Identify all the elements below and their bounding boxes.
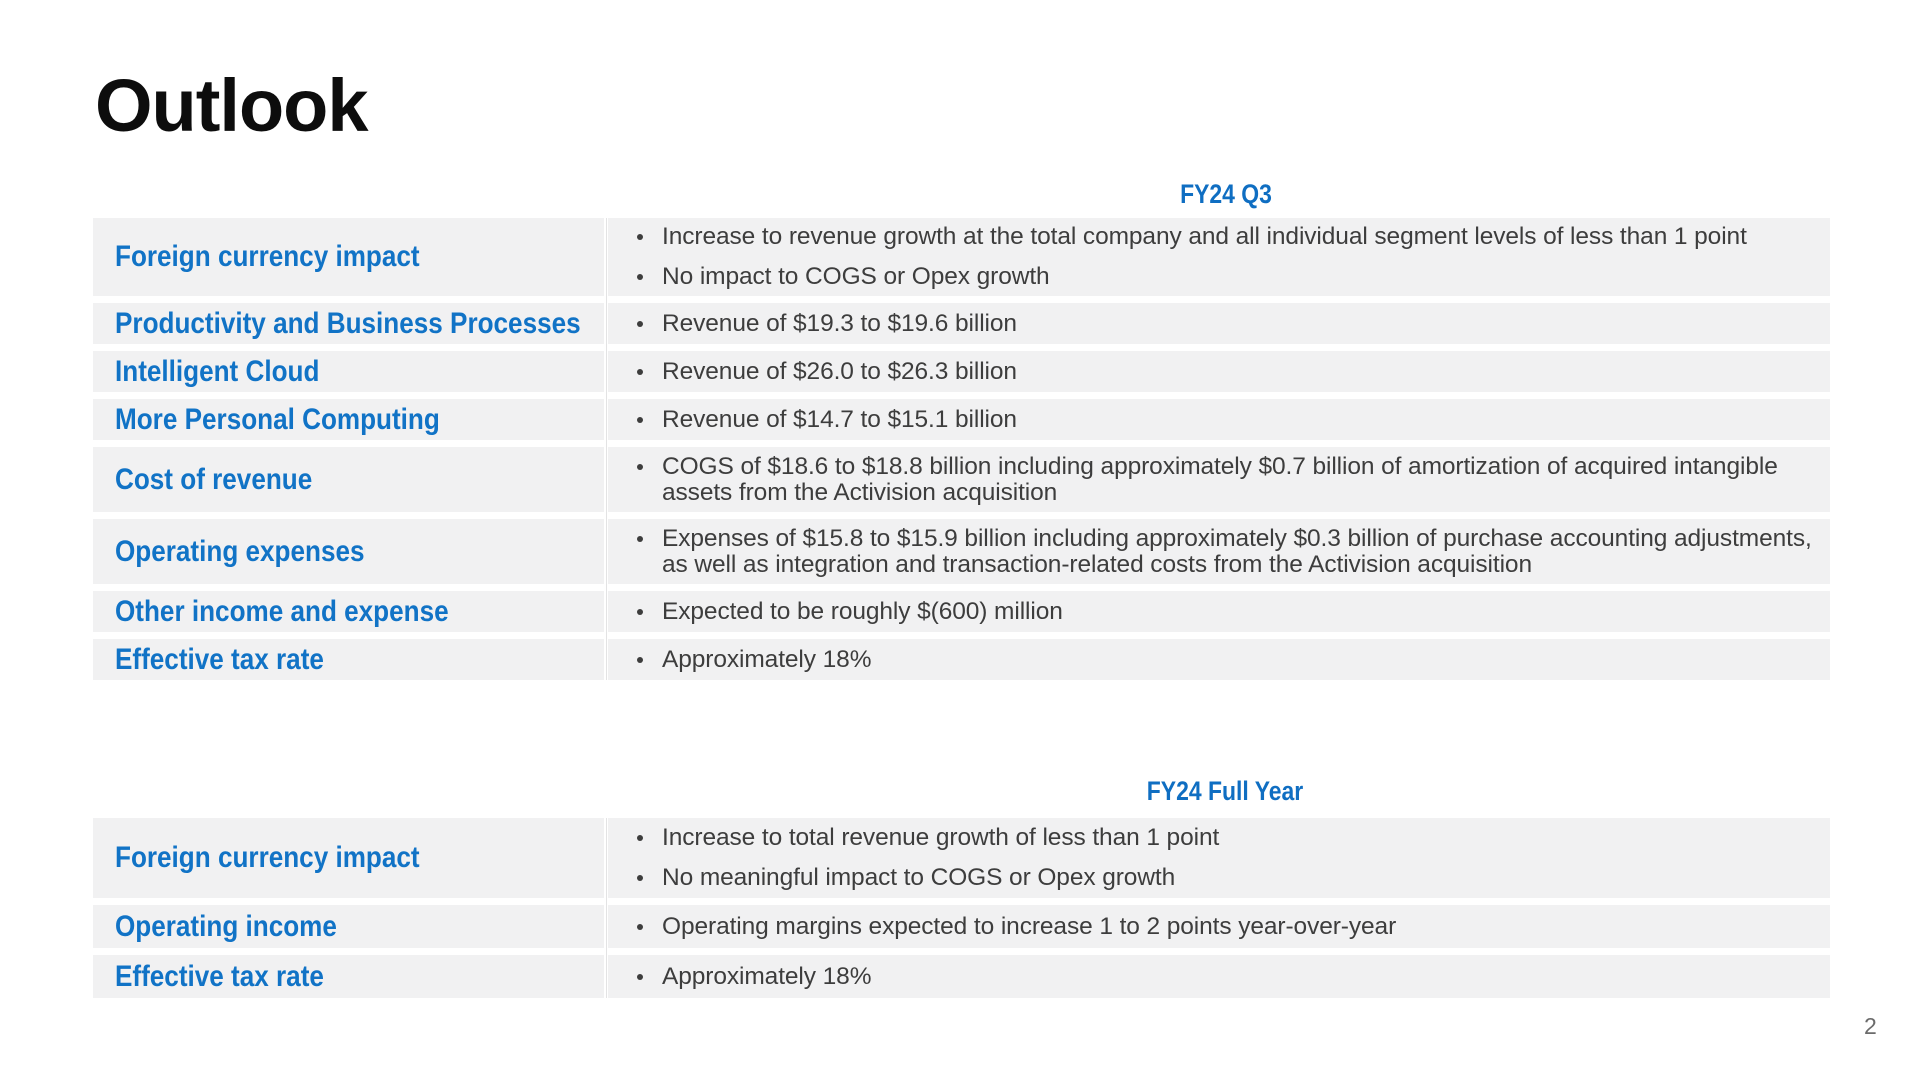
bullet-item: No impact to COGS or Opex growth bbox=[637, 263, 1826, 290]
row-content-cell: Approximately 18% bbox=[608, 639, 1830, 680]
bullet-icon bbox=[637, 416, 643, 423]
bullet-text: Revenue of $14.7 to $15.1 billion bbox=[662, 405, 1017, 433]
bullet-text: Approximately 18% bbox=[662, 645, 872, 673]
row-label-cell: Cost of revenue bbox=[93, 447, 604, 512]
row-label: Foreign currency impact bbox=[115, 240, 420, 273]
bullet-icon bbox=[637, 923, 643, 930]
table-row-intelligent-cloud: Intelligent Cloud Revenue of $26.0 to $2… bbox=[93, 351, 1830, 392]
row-label: Foreign currency impact bbox=[115, 841, 420, 874]
row-label-cell: Foreign currency impact bbox=[93, 818, 604, 898]
outlook-table-fy24-full-year: Foreign currency impact Increase to tota… bbox=[93, 818, 1830, 998]
row-label: Cost of revenue bbox=[115, 462, 313, 496]
bullet-icon bbox=[637, 608, 643, 615]
bullet-text: Operating margins expected to increase 1… bbox=[662, 912, 1397, 940]
row-label: Effective tax rate bbox=[115, 642, 324, 676]
bullet-text: COGS of $18.6 to $18.8 billion including… bbox=[662, 452, 1778, 506]
row-content-cell: COGS of $18.6 to $18.8 billion including… bbox=[608, 447, 1830, 512]
row-content-cell: Expenses of $15.8 to $15.9 billion inclu… bbox=[608, 519, 1830, 584]
row-content-cell: Increase to total revenue growth of less… bbox=[608, 818, 1830, 898]
bullet-text: Revenue of $26.0 to $26.3 billion bbox=[662, 357, 1017, 385]
table-row-foreign-currency-impact: Foreign currency impact Increase to tota… bbox=[93, 818, 1830, 898]
bullet-text: No impact to COGS or Opex growth bbox=[662, 263, 1050, 290]
row-label-cell: Intelligent Cloud bbox=[93, 351, 604, 392]
row-label: Other income and expense bbox=[115, 594, 449, 628]
bullet-item: Revenue of $14.7 to $15.1 billion bbox=[637, 405, 1826, 433]
row-label-cell: Effective tax rate bbox=[93, 639, 604, 680]
row-content-cell: Revenue of $26.0 to $26.3 billion bbox=[608, 351, 1830, 392]
bullet-icon bbox=[637, 973, 643, 980]
row-content-cell: Expected to be roughly $(600) million bbox=[608, 591, 1830, 632]
bullet-text: Increase to total revenue growth of less… bbox=[662, 824, 1220, 851]
slide-title: Outlook bbox=[95, 64, 369, 147]
row-content-cell: Approximately 18% bbox=[608, 955, 1830, 998]
table-row-effective-tax-rate: Effective tax rate Approximately 18% bbox=[93, 955, 1830, 998]
row-label-cell: More Personal Computing bbox=[93, 399, 604, 440]
bullet-item: COGS of $18.6 to $18.8 billion including… bbox=[637, 452, 1826, 506]
column-divider-line bbox=[605, 818, 607, 998]
row-content-cell: Increase to revenue growth at the total … bbox=[608, 218, 1830, 296]
table-header-fy24-q3: FY24 Q3 bbox=[1180, 179, 1272, 209]
row-label-cell: Effective tax rate bbox=[93, 955, 604, 998]
table-row-operating-expenses: Operating expenses Expenses of $15.8 to … bbox=[93, 519, 1830, 584]
bullet-text: Expected to be roughly $(600) million bbox=[662, 597, 1063, 625]
table-row-operating-income: Operating income Operating margins expec… bbox=[93, 905, 1830, 948]
bullet-icon bbox=[637, 274, 643, 280]
row-label: More Personal Computing bbox=[115, 402, 440, 436]
table-row-productivity-business-processes: Productivity and Business Processes Reve… bbox=[93, 303, 1830, 344]
bullet-text: Revenue of $19.3 to $19.6 billion bbox=[662, 309, 1017, 337]
bullet-icon bbox=[637, 368, 643, 375]
bullet-item: Revenue of $19.3 to $19.6 billion bbox=[637, 309, 1826, 337]
row-label: Productivity and Business Processes bbox=[115, 306, 581, 340]
row-label: Operating income bbox=[115, 909, 337, 943]
bullet-icon bbox=[637, 535, 643, 542]
bullet-item: Expected to be roughly $(600) million bbox=[637, 597, 1826, 625]
table-row-foreign-currency-impact: Foreign currency impact Increase to reve… bbox=[93, 218, 1830, 296]
table-row-cost-of-revenue: Cost of revenue COGS of $18.6 to $18.8 b… bbox=[93, 447, 1830, 512]
bullet-icon bbox=[637, 463, 643, 470]
table-row-other-income-and-expense: Other income and expense Expected to be … bbox=[93, 591, 1830, 632]
bullet-item: Operating margins expected to increase 1… bbox=[637, 912, 1826, 940]
table-row-more-personal-computing: More Personal Computing Revenue of $14.7… bbox=[93, 399, 1830, 440]
bullet-icon bbox=[637, 835, 643, 841]
bullet-item: Increase to total revenue growth of less… bbox=[637, 824, 1826, 851]
bullet-icon bbox=[637, 875, 643, 881]
bullet-item: Revenue of $26.0 to $26.3 billion bbox=[637, 357, 1826, 385]
row-label-cell: Other income and expense bbox=[93, 591, 604, 632]
bullet-text: Expenses of $15.8 to $15.9 billion inclu… bbox=[662, 524, 1812, 578]
column-divider-line bbox=[605, 218, 607, 680]
bullet-item: Approximately 18% bbox=[637, 645, 1826, 673]
row-label-cell: Operating income bbox=[93, 905, 604, 948]
row-label-cell: Operating expenses bbox=[93, 519, 604, 584]
row-label-cell: Productivity and Business Processes bbox=[93, 303, 604, 344]
row-content-cell: Operating margins expected to increase 1… bbox=[608, 905, 1830, 948]
page-number: 2 bbox=[1864, 1013, 1877, 1039]
row-content-cell: Revenue of $14.7 to $15.1 billion bbox=[608, 399, 1830, 440]
bullet-icon bbox=[637, 234, 643, 240]
table-header-fy24-full-year: FY24 Full Year bbox=[1146, 776, 1304, 806]
bullet-item: Approximately 18% bbox=[637, 962, 1826, 990]
bullet-item: No meaningful impact to COGS or Opex gro… bbox=[637, 864, 1826, 891]
table-row-effective-tax-rate: Effective tax rate Approximately 18% bbox=[93, 639, 1830, 680]
bullet-text: No meaningful impact to COGS or Opex gro… bbox=[662, 864, 1176, 891]
bullet-text: Increase to revenue growth at the total … bbox=[662, 223, 1747, 250]
bullet-icon bbox=[637, 320, 643, 327]
row-label: Effective tax rate bbox=[115, 959, 324, 993]
bullet-icon bbox=[637, 656, 643, 663]
row-label-cell: Foreign currency impact bbox=[93, 218, 604, 296]
outlook-table-fy24-q3: Foreign currency impact Increase to reve… bbox=[93, 218, 1830, 680]
bullet-text: Approximately 18% bbox=[662, 962, 872, 990]
row-label: Intelligent Cloud bbox=[115, 354, 320, 388]
row-content-cell: Revenue of $19.3 to $19.6 billion bbox=[608, 303, 1830, 344]
row-label: Operating expenses bbox=[115, 534, 365, 568]
bullet-item: Expenses of $15.8 to $15.9 billion inclu… bbox=[637, 524, 1826, 578]
bullet-item: Increase to revenue growth at the total … bbox=[637, 223, 1826, 250]
